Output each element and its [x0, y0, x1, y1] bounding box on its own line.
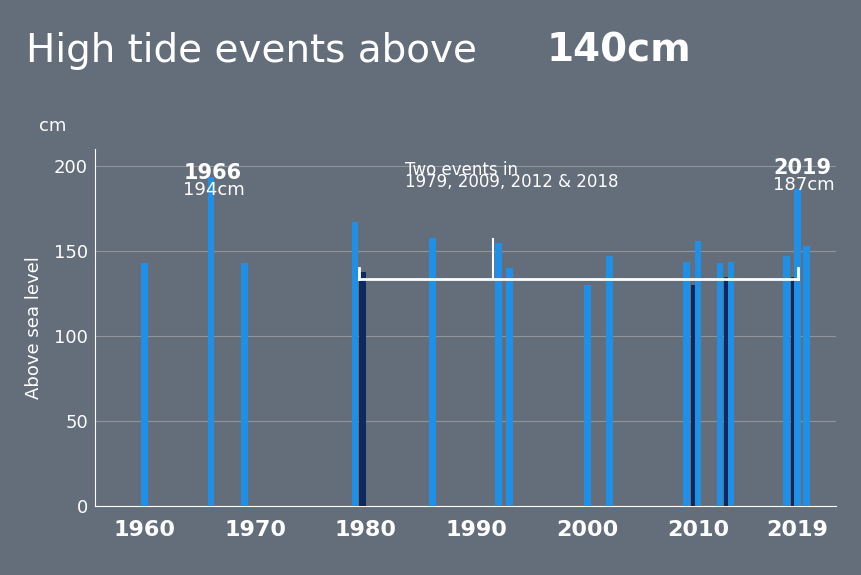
Bar	[240, 263, 247, 506]
Bar	[583, 285, 590, 506]
Bar	[351, 223, 357, 506]
Bar	[691, 285, 697, 506]
Bar	[723, 277, 730, 506]
Text: 140cm: 140cm	[546, 32, 691, 70]
Bar	[141, 263, 148, 506]
Bar	[727, 262, 734, 506]
Bar	[505, 269, 512, 506]
Bar	[495, 243, 501, 506]
Text: 194cm: 194cm	[183, 181, 245, 199]
Text: High tide events above: High tide events above	[26, 32, 489, 70]
Bar	[793, 189, 800, 506]
Text: 187cm: 187cm	[772, 175, 833, 194]
Text: cm: cm	[40, 117, 66, 135]
Bar	[605, 256, 612, 506]
Bar	[782, 256, 789, 506]
Text: 1966: 1966	[183, 163, 241, 183]
Text: Two events in: Two events in	[404, 162, 517, 179]
Y-axis label: Above sea level: Above sea level	[25, 256, 42, 399]
Text: 1979, 2009, 2012 & 2018: 1979, 2009, 2012 & 2018	[404, 173, 617, 191]
Bar	[715, 263, 722, 506]
Bar	[429, 238, 435, 506]
Bar	[790, 277, 796, 506]
Bar	[208, 177, 214, 506]
Text: 2019: 2019	[772, 158, 830, 178]
Bar	[694, 241, 700, 506]
Bar	[683, 262, 690, 506]
Bar	[359, 272, 365, 506]
Bar	[802, 246, 808, 506]
